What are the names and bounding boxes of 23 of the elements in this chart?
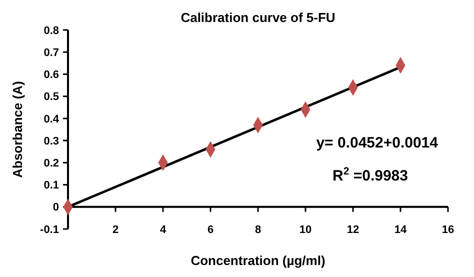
y-tick-label: -0.1 xyxy=(40,224,59,236)
annotation: R$^{2}$ =0.9983 xyxy=(332,166,408,185)
x-tick-label: 10 xyxy=(299,224,312,236)
x-tick-label: 16 xyxy=(442,224,454,236)
y-tick-label: 0.7 xyxy=(44,46,59,59)
x-tick-label: 6 xyxy=(207,224,214,236)
y-tick-label: 0.4 xyxy=(44,113,60,126)
x-axis-title: Concentration (µg/ml) xyxy=(190,253,326,268)
x-tick-label: 14 xyxy=(394,224,408,236)
x-tick-label: 2 xyxy=(112,224,119,236)
x-tick-label: 12 xyxy=(346,224,360,236)
y-axis-title: Absorbance (A) xyxy=(10,81,25,178)
y-tick-label: 0.1 xyxy=(44,180,59,192)
x-tick-label: 4 xyxy=(160,224,167,236)
annotation: y= 0.0452+0.0014 xyxy=(316,134,439,152)
y-tick-label: 0 xyxy=(52,202,59,214)
y-tick-label: 0.2 xyxy=(44,158,59,170)
y-tick-label: 0.5 xyxy=(44,91,59,104)
y-tick-label: 0.3 xyxy=(44,135,59,148)
y-tick-label: 0.8 xyxy=(44,24,59,37)
y-tick-label: 0.6 xyxy=(44,69,59,82)
x-tick-label: 8 xyxy=(254,224,262,236)
chart-title: Calibration curve of 5-FU xyxy=(180,10,336,25)
